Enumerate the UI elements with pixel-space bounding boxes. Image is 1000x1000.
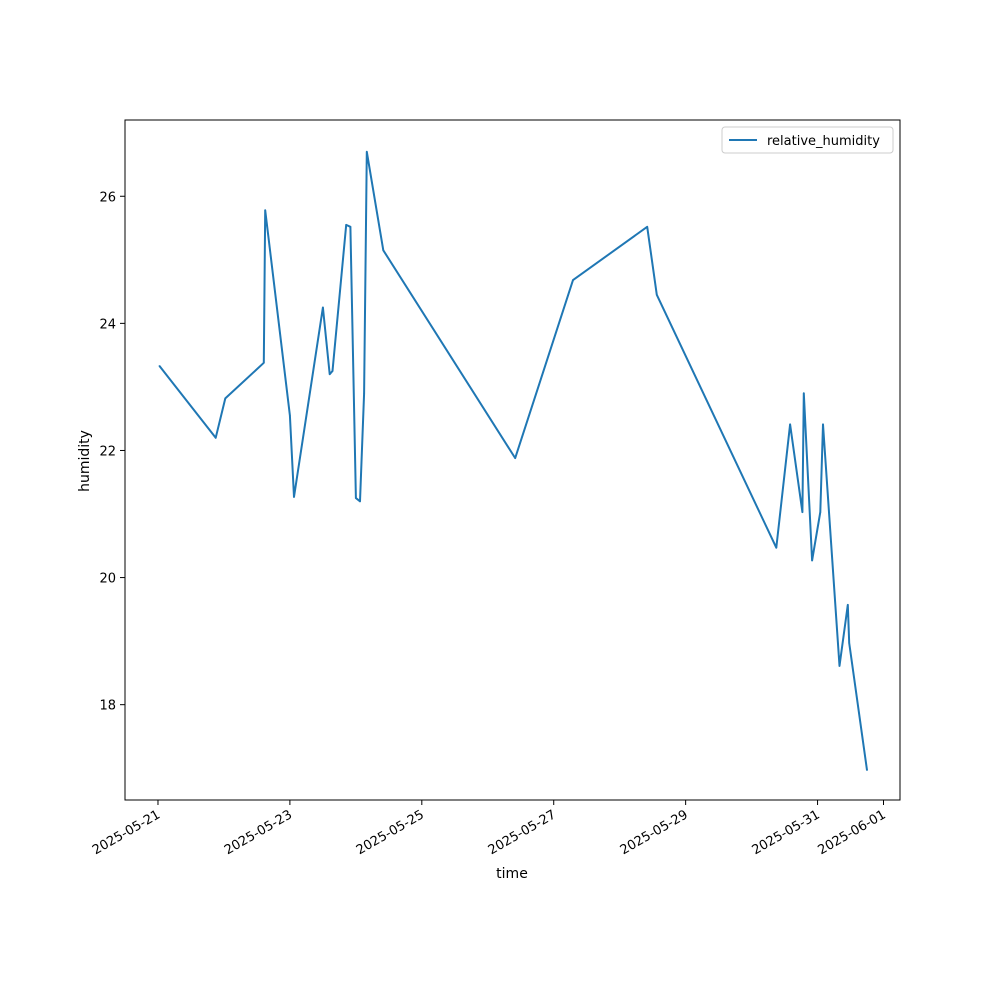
y-tick-label: 24 [99,317,116,332]
data-point [847,604,849,606]
series-layer [158,150,868,771]
y-tick-label: 22 [99,444,116,459]
data-point [811,559,813,562]
data-point [789,423,791,426]
legend-box [721,126,894,154]
y-tick-label: 18 [99,699,116,714]
data-point [646,226,648,228]
y-tick-label: 26 [99,190,116,205]
data-point [263,362,265,364]
data-point [803,392,805,395]
legend-label: relative_humidity [767,134,880,149]
data-point [355,497,357,499]
data-point [656,294,658,296]
data-point [322,306,324,309]
data-point [866,769,868,771]
data-point [224,397,227,400]
data-point [514,457,516,459]
data-point [264,209,267,211]
legend: relative_humidity [721,126,894,154]
series-line-0 [158,150,868,771]
data-point [572,279,574,281]
data-point [363,392,365,395]
data-point [382,249,385,252]
y-axis-label: humidity [77,430,93,492]
x-axis-label: time [496,866,528,882]
data-point [349,226,352,228]
data-point [214,437,217,439]
data-point [366,151,368,153]
data-point [775,546,778,549]
data-point [331,370,334,372]
data-point [848,642,850,644]
data-point [158,365,161,367]
data-point [345,224,348,226]
plot-frame [124,119,901,801]
data-point [801,511,804,513]
data-point [359,500,361,503]
data-point [838,665,841,667]
y-tick-label: 20 [99,572,116,587]
data-point [328,373,331,376]
data-point [822,423,824,426]
y-axis: 18 20 22 24 26 [99,190,125,714]
data-point [289,414,291,417]
data-point [293,496,295,498]
data-point [819,511,822,513]
